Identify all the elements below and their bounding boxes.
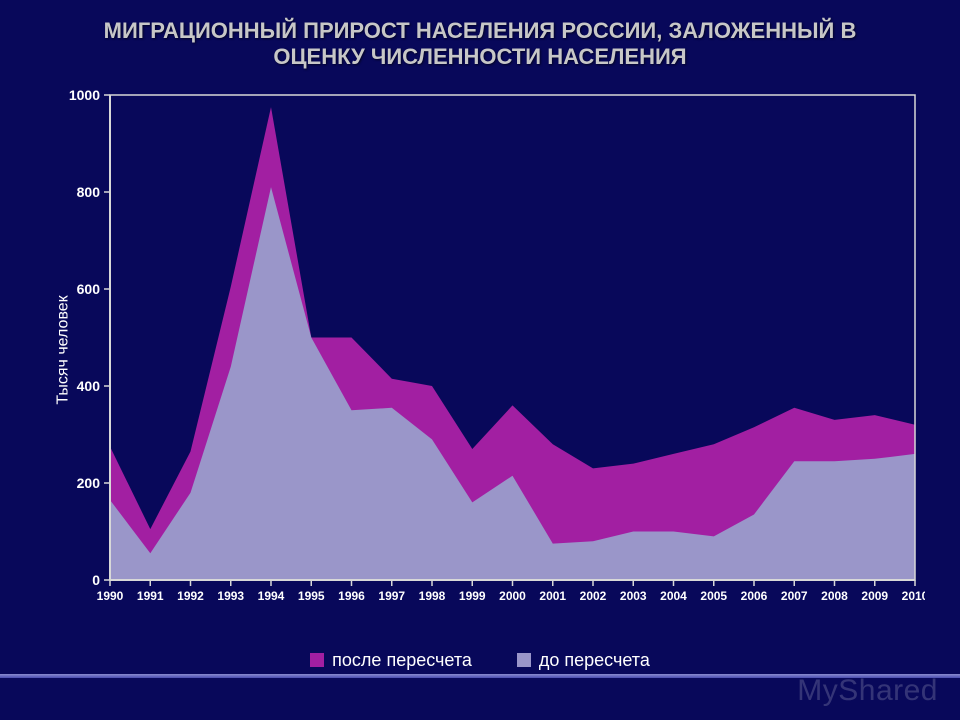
legend-swatch-1 [517,653,531,667]
area-series-1 [110,187,915,580]
xtick-label: 1997 [378,589,405,603]
xtick-label: 2001 [539,589,566,603]
legend-swatch-0 [310,653,324,667]
xtick-label: 2009 [861,589,888,603]
xtick-label: 2006 [741,589,768,603]
y-axis-label: Тысяч человек [55,295,73,404]
slide-title: МИГРАЦИОННЫЙ ПРИРОСТ НАСЕЛЕНИЯ РОССИИ, З… [0,18,960,71]
legend-item-0: после пересчета [310,650,472,671]
xtick-label: 2008 [821,589,848,603]
xtick-label: 2007 [781,589,808,603]
xtick-label: 2010 [902,589,925,603]
ytick-label: 800 [77,184,101,200]
xtick-label: 2003 [620,589,647,603]
xtick-label: 2004 [660,589,687,603]
ytick-label: 0 [92,572,100,588]
xtick-label: 1993 [217,589,244,603]
xtick-label: 1996 [338,589,365,603]
watermark: MyShared [797,674,938,708]
xtick-label: 2005 [700,589,727,603]
xtick-label: 1990 [97,589,124,603]
xtick-label: 2000 [499,589,526,603]
xtick-label: 1992 [177,589,204,603]
xtick-label: 1998 [419,589,446,603]
ytick-label: 400 [77,378,101,394]
legend-item-1: до пересчета [517,650,650,671]
xtick-label: 1991 [137,589,164,603]
xtick-label: 1995 [298,589,325,603]
chart-legend: после пересчета до пересчета [0,650,960,673]
ytick-label: 600 [77,281,101,297]
xtick-label: 2002 [580,589,607,603]
ytick-label: 1000 [69,87,100,103]
chart-svg: 0 200 400 600 800 1000 1990 1991 1992 1993 1994 199… [55,85,925,615]
legend-label-0: после пересчета [332,650,472,671]
legend-label-1: до пересчета [539,650,650,671]
xtick-label: 1999 [459,589,486,603]
area-chart: Тысяч человек 0 200 400 600 800 1000 1990 1991 1… [55,85,925,615]
xtick-label: 1994 [258,589,285,603]
ytick-label: 200 [77,475,101,491]
